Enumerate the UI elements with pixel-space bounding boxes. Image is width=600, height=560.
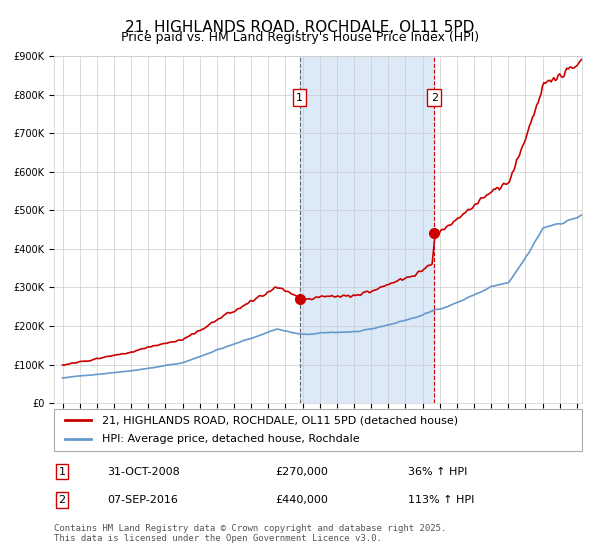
Text: 2: 2 bbox=[58, 495, 65, 505]
Bar bbox=[299, 56, 434, 403]
Text: 1: 1 bbox=[296, 92, 303, 102]
Text: £440,000: £440,000 bbox=[276, 495, 329, 505]
Text: HPI: Average price, detached house, Rochdale: HPI: Average price, detached house, Roch… bbox=[101, 435, 359, 445]
Text: 1: 1 bbox=[58, 466, 65, 477]
Text: 36% ↑ HPI: 36% ↑ HPI bbox=[408, 466, 467, 477]
FancyBboxPatch shape bbox=[54, 409, 582, 451]
Text: Contains HM Land Registry data © Crown copyright and database right 2025.
This d: Contains HM Land Registry data © Crown c… bbox=[54, 524, 446, 543]
Text: 2: 2 bbox=[431, 92, 438, 102]
Text: 113% ↑ HPI: 113% ↑ HPI bbox=[408, 495, 474, 505]
Text: 07-SEP-2016: 07-SEP-2016 bbox=[107, 495, 178, 505]
Text: £270,000: £270,000 bbox=[276, 466, 329, 477]
Text: 21, HIGHLANDS ROAD, ROCHDALE, OL11 5PD (detached house): 21, HIGHLANDS ROAD, ROCHDALE, OL11 5PD (… bbox=[101, 415, 458, 425]
Text: 21, HIGHLANDS ROAD, ROCHDALE, OL11 5PD: 21, HIGHLANDS ROAD, ROCHDALE, OL11 5PD bbox=[125, 20, 475, 35]
Text: Price paid vs. HM Land Registry's House Price Index (HPI): Price paid vs. HM Land Registry's House … bbox=[121, 31, 479, 44]
Text: 31-OCT-2008: 31-OCT-2008 bbox=[107, 466, 179, 477]
